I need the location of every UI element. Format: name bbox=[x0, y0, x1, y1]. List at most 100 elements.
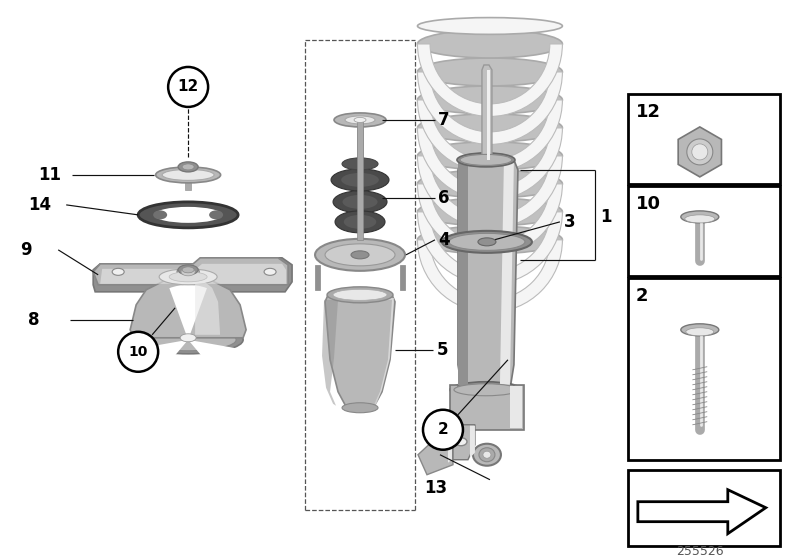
Ellipse shape bbox=[315, 239, 405, 271]
Ellipse shape bbox=[418, 114, 562, 142]
Text: 10: 10 bbox=[129, 345, 148, 359]
Polygon shape bbox=[357, 120, 363, 240]
Ellipse shape bbox=[331, 169, 389, 191]
Text: 5: 5 bbox=[437, 341, 449, 359]
Text: 14: 14 bbox=[28, 196, 51, 214]
Ellipse shape bbox=[686, 328, 714, 336]
Polygon shape bbox=[195, 278, 220, 335]
Polygon shape bbox=[322, 300, 338, 406]
Ellipse shape bbox=[449, 234, 525, 250]
Ellipse shape bbox=[418, 86, 562, 114]
Wedge shape bbox=[188, 340, 242, 382]
Ellipse shape bbox=[450, 382, 522, 398]
Text: 13: 13 bbox=[424, 479, 447, 497]
Polygon shape bbox=[357, 120, 363, 170]
Ellipse shape bbox=[681, 324, 719, 336]
Ellipse shape bbox=[180, 334, 196, 342]
Ellipse shape bbox=[342, 403, 378, 413]
Polygon shape bbox=[482, 65, 492, 160]
Ellipse shape bbox=[333, 290, 387, 300]
Ellipse shape bbox=[457, 153, 515, 167]
Text: 255526: 255526 bbox=[676, 545, 724, 558]
Ellipse shape bbox=[182, 164, 194, 170]
Ellipse shape bbox=[354, 118, 366, 123]
Wedge shape bbox=[418, 212, 562, 284]
Text: 6: 6 bbox=[438, 189, 450, 207]
Ellipse shape bbox=[342, 195, 378, 209]
Ellipse shape bbox=[344, 215, 376, 229]
Polygon shape bbox=[93, 258, 292, 292]
Text: 4: 4 bbox=[438, 231, 450, 249]
Wedge shape bbox=[418, 184, 562, 256]
Text: 9: 9 bbox=[20, 241, 32, 259]
Polygon shape bbox=[458, 160, 518, 390]
Polygon shape bbox=[453, 424, 475, 460]
Text: 8: 8 bbox=[28, 311, 40, 329]
Ellipse shape bbox=[454, 384, 518, 396]
Ellipse shape bbox=[341, 173, 379, 187]
Ellipse shape bbox=[418, 198, 562, 226]
Polygon shape bbox=[100, 264, 286, 284]
Wedge shape bbox=[418, 100, 562, 172]
Ellipse shape bbox=[162, 169, 214, 180]
Ellipse shape bbox=[133, 326, 243, 354]
Ellipse shape bbox=[181, 268, 195, 276]
Polygon shape bbox=[448, 432, 452, 463]
Ellipse shape bbox=[460, 155, 512, 165]
Wedge shape bbox=[418, 72, 562, 144]
Text: 3: 3 bbox=[564, 213, 575, 231]
Ellipse shape bbox=[159, 269, 217, 285]
Polygon shape bbox=[325, 295, 395, 412]
Ellipse shape bbox=[327, 287, 393, 303]
Text: 2: 2 bbox=[438, 422, 448, 437]
Ellipse shape bbox=[418, 142, 562, 170]
Circle shape bbox=[687, 139, 713, 165]
Circle shape bbox=[118, 332, 158, 372]
Polygon shape bbox=[638, 489, 766, 534]
Ellipse shape bbox=[418, 58, 562, 86]
Polygon shape bbox=[315, 265, 320, 290]
Wedge shape bbox=[418, 128, 562, 200]
Polygon shape bbox=[93, 258, 288, 285]
Ellipse shape bbox=[685, 215, 715, 223]
Text: 12: 12 bbox=[636, 103, 661, 121]
Ellipse shape bbox=[334, 113, 386, 127]
Bar bbox=[628, 186, 780, 276]
Bar bbox=[628, 278, 780, 460]
Ellipse shape bbox=[154, 207, 222, 223]
Ellipse shape bbox=[351, 251, 369, 259]
Wedge shape bbox=[134, 340, 188, 382]
Ellipse shape bbox=[418, 30, 562, 58]
Bar bbox=[628, 470, 780, 545]
Ellipse shape bbox=[182, 267, 194, 273]
Text: 1: 1 bbox=[600, 208, 611, 226]
Bar bbox=[628, 94, 780, 184]
Ellipse shape bbox=[112, 268, 124, 276]
Ellipse shape bbox=[473, 444, 501, 466]
Circle shape bbox=[692, 144, 708, 160]
Text: 2: 2 bbox=[636, 287, 648, 305]
Ellipse shape bbox=[209, 211, 223, 220]
Ellipse shape bbox=[264, 268, 276, 276]
Polygon shape bbox=[374, 298, 394, 405]
Text: 11: 11 bbox=[38, 166, 62, 184]
Ellipse shape bbox=[333, 191, 387, 213]
Text: 12: 12 bbox=[178, 80, 198, 95]
Polygon shape bbox=[458, 160, 468, 385]
Polygon shape bbox=[487, 70, 490, 160]
Wedge shape bbox=[418, 156, 562, 228]
Ellipse shape bbox=[177, 266, 199, 278]
Polygon shape bbox=[450, 385, 524, 430]
Ellipse shape bbox=[478, 238, 496, 246]
Ellipse shape bbox=[325, 244, 395, 266]
Ellipse shape bbox=[138, 202, 238, 228]
Ellipse shape bbox=[418, 226, 562, 254]
Polygon shape bbox=[185, 175, 191, 190]
Ellipse shape bbox=[345, 116, 375, 124]
Ellipse shape bbox=[479, 448, 495, 461]
Ellipse shape bbox=[178, 162, 198, 172]
Wedge shape bbox=[418, 44, 562, 116]
Ellipse shape bbox=[156, 167, 221, 183]
Circle shape bbox=[423, 410, 463, 450]
Polygon shape bbox=[130, 277, 246, 338]
